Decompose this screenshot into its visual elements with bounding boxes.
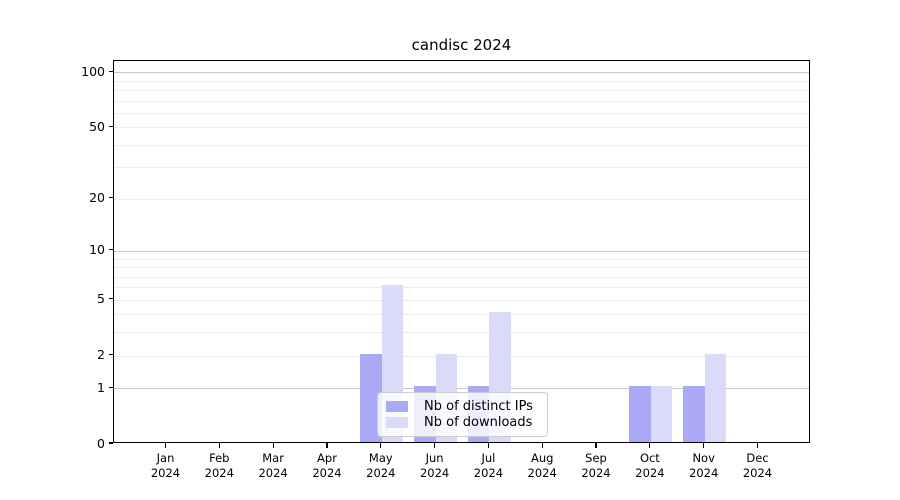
y-tick-label: 50 (89, 118, 105, 134)
gridline-minor (114, 258, 809, 260)
x-tick-mark (595, 443, 597, 448)
legend-label-distinct-ips: Nb of distinct IPs (424, 398, 533, 414)
y-tick-mark (108, 249, 113, 251)
gridline-minor (114, 100, 809, 102)
legend-swatch-distinct-ips (386, 400, 408, 412)
x-tick-label: May 2024 (366, 451, 396, 480)
x-tick-mark (434, 443, 436, 448)
x-tick-mark (703, 443, 705, 448)
gridline-minor (114, 299, 809, 301)
gridline-minor (114, 355, 809, 357)
x-tick-label: Jan 2024 (150, 451, 181, 480)
legend-label-downloads: Nb of downloads (424, 415, 533, 431)
y-tick-label: 0 (97, 435, 105, 451)
gridline-minor (114, 127, 809, 129)
x-tick-mark (164, 443, 167, 448)
legend-entry-distinct-ips: Nb of distinct IPs (386, 398, 537, 414)
plot-inner (114, 61, 809, 442)
x-tick-label: Jul 2024 (473, 451, 504, 480)
bar-distinct-ips-may (360, 353, 382, 442)
x-tick-label: Sep 2024 (581, 451, 611, 480)
gridline-minor (114, 332, 809, 334)
legend-entry-downloads: Nb of downloads (386, 415, 537, 431)
x-tick-mark (218, 443, 220, 448)
gridline-minor (114, 80, 809, 82)
x-tick-label: Nov 2024 (689, 451, 719, 480)
y-tick-mark (108, 197, 113, 199)
bar-downloads-nov (704, 353, 727, 442)
y-tick-mark (108, 70, 113, 72)
x-tick-mark (272, 443, 274, 448)
gridline-minor (114, 287, 809, 289)
gridline-minor (114, 314, 809, 316)
x-tick-mark (326, 443, 328, 448)
gridline-major (114, 388, 809, 390)
x-tick-label: Oct 2024 (635, 451, 665, 480)
gridline-major (114, 250, 809, 252)
bar-distinct-ips-nov (683, 386, 705, 442)
bar-downloads-oct (650, 386, 673, 442)
y-tick-label: 1 (97, 379, 105, 395)
legend-swatch-downloads (386, 417, 408, 429)
gridline-minor (114, 89, 809, 91)
x-tick-mark (487, 443, 489, 448)
y-tick-label: 20 (89, 190, 105, 206)
y-tick-mark (108, 442, 113, 444)
gridline-minor (114, 276, 809, 278)
y-tick-mark (108, 386, 113, 388)
x-tick-label: Aug 2024 (527, 451, 557, 480)
x-tick-mark (541, 443, 543, 448)
x-tick-mark (649, 443, 651, 448)
gridline-minor (114, 198, 809, 200)
bar-distinct-ips-oct (629, 386, 651, 442)
y-tick-label: 2 (97, 347, 105, 362)
y-tick-mark (108, 353, 113, 356)
x-tick-label: Dec 2024 (742, 451, 773, 480)
x-tick-label: Feb 2024 (204, 451, 234, 480)
x-tick-mark (756, 443, 759, 448)
x-tick-mark (380, 443, 382, 448)
gridline-minor (114, 167, 809, 169)
gridline-minor (114, 267, 809, 268)
gridline-minor (114, 144, 809, 146)
y-tick-label: 5 (97, 291, 105, 307)
y-tick-mark (108, 298, 113, 300)
x-tick-label: Apr 2024 (312, 451, 342, 480)
x-tick-label: Jun 2024 (419, 451, 450, 480)
gridline-minor (114, 112, 809, 114)
plot-area (113, 60, 810, 443)
legend: Nb of distinct IPs Nb of downloads (377, 392, 548, 437)
y-tick-mark (108, 125, 113, 127)
chart-title: candisc 2024 (411, 36, 512, 54)
y-tick-label: 10 (89, 242, 105, 258)
gridline-major (114, 72, 809, 74)
x-tick-label: Mar 2024 (258, 451, 288, 480)
y-tick-label: 100 (81, 63, 105, 79)
